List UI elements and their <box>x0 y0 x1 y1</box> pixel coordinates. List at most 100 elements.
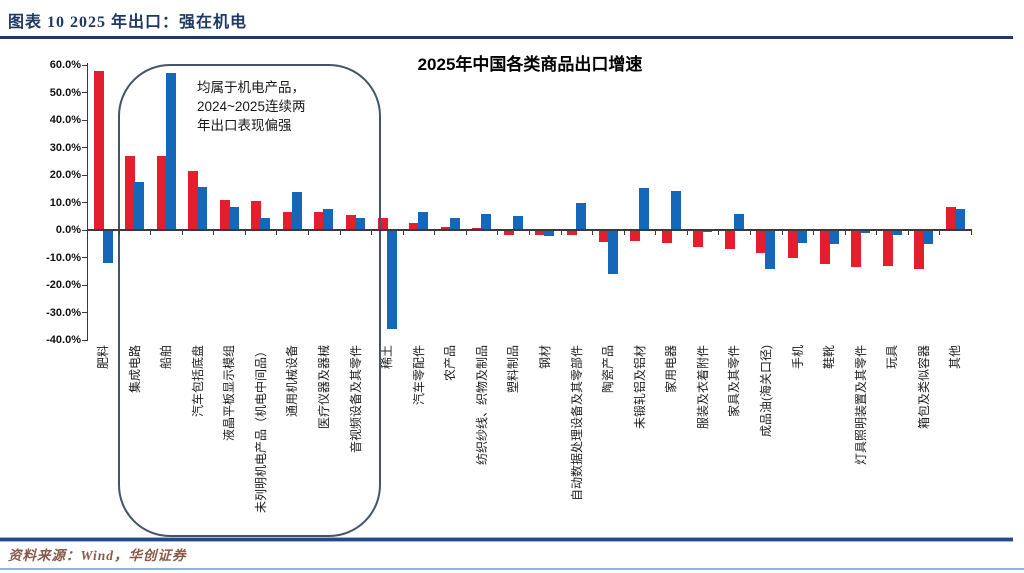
y-axis-tick <box>82 284 87 286</box>
x-axis-tick <box>939 231 941 235</box>
y-axis-tick-label: 60.0% <box>49 59 81 71</box>
x-axis-tick <box>371 231 373 235</box>
blue-series-bar <box>228 206 239 230</box>
blue-series-bar <box>891 230 902 235</box>
blue-series-bar <box>607 230 618 274</box>
y-axis-tick-label: -10.0% <box>46 251 81 264</box>
x-axis-tick <box>686 231 688 235</box>
x-axis-tick <box>592 231 594 235</box>
x-axis-tick <box>402 231 404 235</box>
blue-series-bar <box>639 187 650 230</box>
y-axis-tick <box>82 119 87 121</box>
red-series-bar <box>851 230 862 267</box>
red-series-bar <box>503 230 514 235</box>
blue-series-bar <box>828 230 839 245</box>
red-series-bar <box>188 170 199 230</box>
x-axis-category-label: 成品油(海关口径) <box>758 345 773 437</box>
x-axis-category-label: 箱包及类似容器 <box>916 345 931 430</box>
y-axis-tick-label: 30.0% <box>49 141 81 154</box>
red-series-bar <box>156 155 167 230</box>
blue-series-bar <box>134 181 145 230</box>
x-axis-category-label: 玩具 <box>885 345 900 370</box>
x-axis-category-label: 陶瓷产品 <box>601 345 616 394</box>
x-axis-tick <box>844 231 846 235</box>
red-series-bar <box>314 212 325 230</box>
x-axis-tick <box>150 231 152 235</box>
red-series-bar <box>282 212 293 230</box>
x-axis-tick <box>497 231 499 235</box>
red-series-bar <box>346 214 357 230</box>
red-series-bar <box>93 70 104 230</box>
blue-series-bar <box>702 230 713 233</box>
y-axis-tick <box>82 147 87 148</box>
red-series-bar <box>567 230 578 235</box>
red-series-bar <box>724 230 735 250</box>
red-series-bar <box>819 230 830 265</box>
page-bottom-divider <box>0 568 1024 570</box>
x-axis-category-label: 肥料 <box>96 345 110 370</box>
x-axis-tick <box>339 231 341 235</box>
x-axis-category-label: 鞋靴 <box>822 345 837 370</box>
y-axis-tick-label: 10.0% <box>49 196 81 209</box>
red-series-bar <box>125 155 136 230</box>
x-axis-category-label: 钢材 <box>537 345 552 370</box>
y-axis-tick <box>82 92 87 93</box>
x-axis-line <box>87 229 972 231</box>
red-series-bar <box>440 226 451 230</box>
x-axis-tick <box>307 231 309 235</box>
red-series-bar <box>377 217 388 230</box>
blue-series-bar <box>670 190 681 230</box>
y-axis-tick-label: -20.0% <box>46 279 81 291</box>
red-series-bar <box>882 230 893 267</box>
x-axis-tick <box>907 231 909 235</box>
red-series-bar <box>661 230 672 243</box>
annotation-highlight-box <box>118 64 381 537</box>
blue-series-bar <box>260 217 271 230</box>
x-axis-tick <box>181 231 183 235</box>
chart-title: 2025年中国各类商品出口增速 <box>417 55 643 74</box>
x-axis-tick <box>465 231 467 235</box>
y-axis-tick-label: 20.0% <box>49 169 81 181</box>
y-axis-tick <box>82 64 87 66</box>
blue-series-bar <box>733 214 744 230</box>
x-axis-tick <box>623 231 625 235</box>
x-axis-tick <box>118 231 120 235</box>
x-axis-category-label: 家具及其零件 <box>727 345 742 418</box>
blue-series-bar <box>576 203 587 230</box>
figure-header-title: 图表 10 2025 年出口：强在机电 <box>8 14 248 31</box>
annotation-text: 均属于机电产品， 2024~2025连续两 年出口表现偏强 <box>197 80 306 133</box>
red-series-bar <box>409 223 420 230</box>
x-axis-tick <box>244 231 246 235</box>
red-series-bar <box>756 230 767 254</box>
x-axis-category-label: 纺织纱线、织物及制品 <box>474 345 489 466</box>
x-axis-category-label: 未锻轧铝及铝材 <box>632 345 647 430</box>
x-axis-category-label: 塑料制品 <box>506 345 521 394</box>
x-axis-category-label: 灯具照明装置及其零件 <box>853 345 868 466</box>
x-axis-tick <box>781 231 783 235</box>
blue-series-bar <box>512 215 523 230</box>
x-axis-tick <box>276 231 278 235</box>
blue-series-bar <box>418 212 429 230</box>
x-axis-tick <box>560 231 562 235</box>
blue-series-bar <box>291 191 302 230</box>
red-series-bar <box>788 230 799 258</box>
x-axis-tick <box>970 231 972 235</box>
red-series-bar <box>630 230 641 241</box>
x-axis-category-label: 手机 <box>790 345 805 370</box>
y-axis-tick <box>82 174 87 176</box>
x-axis-category-label: 服装及衣着附件 <box>695 345 710 430</box>
red-series-bar <box>945 207 956 230</box>
blue-series-bar <box>860 230 871 233</box>
y-axis-tick-label: -30.0% <box>46 306 81 319</box>
y-axis-tick <box>82 312 87 313</box>
red-series-bar <box>598 230 609 242</box>
y-axis-tick <box>82 202 87 203</box>
blue-series-bar <box>449 217 460 230</box>
y-axis-line <box>87 63 88 341</box>
blue-series-bar <box>481 213 492 230</box>
blue-series-bar <box>544 230 555 237</box>
red-series-bar <box>219 199 230 230</box>
blue-series-bar <box>386 230 397 329</box>
blue-series-bar <box>102 230 113 263</box>
